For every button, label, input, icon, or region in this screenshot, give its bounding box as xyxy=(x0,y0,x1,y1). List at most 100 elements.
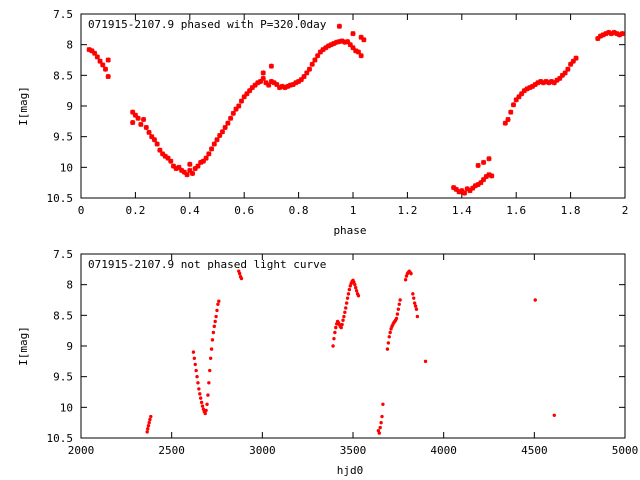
data-point xyxy=(135,115,141,121)
data-point xyxy=(211,141,217,147)
data-point xyxy=(412,301,417,305)
data-point xyxy=(380,414,384,419)
data-point xyxy=(480,177,487,183)
data-point xyxy=(149,414,153,419)
data-point xyxy=(346,292,351,296)
y-axis-label: I[mag] xyxy=(17,86,30,126)
data-point xyxy=(595,35,601,42)
y-tick-label: 9 xyxy=(66,100,73,113)
data-point xyxy=(409,271,413,276)
data-point xyxy=(341,318,345,322)
x-tick-label: 0 xyxy=(78,204,85,217)
data-point xyxy=(573,55,579,61)
data-point xyxy=(276,85,283,91)
data-point xyxy=(608,31,614,37)
data-point xyxy=(557,75,563,81)
data-point xyxy=(287,82,294,88)
data-point xyxy=(241,94,247,100)
plot-frame xyxy=(80,13,626,199)
data-point xyxy=(475,181,481,188)
data-point xyxy=(290,81,296,88)
data-point xyxy=(285,83,291,89)
data-point xyxy=(219,129,226,135)
data-point xyxy=(145,430,149,434)
data-point xyxy=(260,75,266,81)
data-point xyxy=(130,119,136,126)
data-point xyxy=(236,103,242,109)
data-point xyxy=(478,180,484,186)
data-points xyxy=(86,23,625,196)
data-point xyxy=(387,335,391,339)
data-point xyxy=(132,112,138,118)
data-point xyxy=(619,31,625,37)
data-point xyxy=(552,413,556,418)
data-point xyxy=(412,296,416,300)
data-point xyxy=(187,161,193,167)
data-point xyxy=(165,155,171,161)
data-point xyxy=(268,78,274,85)
data-point xyxy=(255,80,261,86)
data-point xyxy=(138,121,144,127)
y-tick-label: 9.5 xyxy=(53,371,73,384)
data-point xyxy=(260,70,266,76)
data-point xyxy=(168,158,174,164)
data-point xyxy=(614,31,620,37)
data-point xyxy=(320,47,326,53)
data-point xyxy=(268,63,274,69)
data-point xyxy=(385,347,390,351)
data-point xyxy=(350,45,356,51)
data-point xyxy=(105,57,111,63)
data-point xyxy=(162,153,168,159)
tick-marks xyxy=(80,13,626,199)
data-point xyxy=(198,396,203,400)
data-point xyxy=(146,427,150,431)
data-point xyxy=(486,156,492,162)
data-point xyxy=(331,40,337,47)
data-point xyxy=(309,61,315,67)
data-point xyxy=(263,80,269,86)
data-point xyxy=(208,368,212,373)
data-point xyxy=(105,73,111,80)
data-point xyxy=(222,124,228,131)
data-point xyxy=(247,88,253,94)
data-point xyxy=(296,78,302,85)
data-point xyxy=(331,344,335,348)
data-point xyxy=(195,163,201,169)
data-point xyxy=(350,31,356,37)
data-point xyxy=(217,132,223,139)
y-tick-label: 10.5 xyxy=(47,192,74,205)
data-point xyxy=(170,163,177,169)
data-point xyxy=(279,83,285,89)
chart-title: 071915-2107.9 phased with P=320.0day xyxy=(88,18,327,31)
y-tick-label: 10 xyxy=(60,401,73,414)
data-point xyxy=(203,411,207,416)
data-point xyxy=(361,37,367,43)
data-point xyxy=(146,129,152,135)
data-point xyxy=(347,287,352,292)
data-point xyxy=(356,294,361,298)
data-point xyxy=(197,387,201,391)
tick-labels: 0 0.2 0.4 0.6 0.8 1 1.2 1.4 1.6 1.8 2 7.5 8 8.5 9 9.5 10… xyxy=(47,8,629,217)
data-point xyxy=(347,42,353,48)
data-point xyxy=(225,120,231,126)
data-point xyxy=(559,72,566,78)
data-point xyxy=(483,173,489,180)
data-point xyxy=(336,23,342,29)
x-tick-label: 5000 xyxy=(612,444,639,457)
data-point xyxy=(179,167,185,173)
x-tick-label: 0.2 xyxy=(125,204,145,217)
data-point xyxy=(233,106,239,112)
y-tick-label: 8.5 xyxy=(53,69,73,82)
data-point xyxy=(381,402,385,406)
data-point xyxy=(459,188,465,194)
data-point xyxy=(397,302,401,306)
x-tick-label: 1.6 xyxy=(506,204,526,217)
data-point xyxy=(611,29,617,35)
data-point xyxy=(157,147,163,153)
data-point xyxy=(97,58,103,64)
x-tick-label: 1.2 xyxy=(397,204,417,217)
data-point xyxy=(603,31,609,37)
data-point xyxy=(413,304,418,308)
data-point xyxy=(199,400,204,405)
data-point xyxy=(535,80,541,86)
